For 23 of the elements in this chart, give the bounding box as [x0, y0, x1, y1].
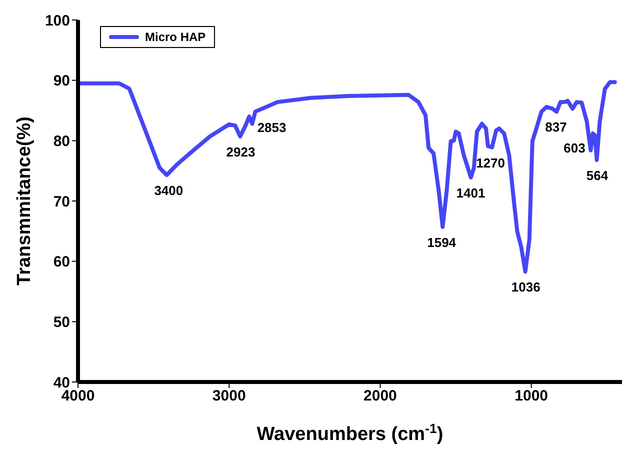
y-axis-title: Transmmitance(%) — [14, 116, 35, 286]
y-tick-label: 50 — [53, 314, 70, 331]
annotation: 837 — [545, 120, 567, 135]
y-tick-label: 70 — [53, 193, 70, 210]
annotation: 2923 — [226, 144, 256, 160]
annotation: 1036 — [511, 280, 540, 295]
annotation: 1270 — [476, 155, 505, 170]
annotation: 1401 — [456, 185, 486, 200]
y-tick-label: 100 — [44, 12, 70, 30]
x-axis-title: Wavenumbers (cm$^{-1}$) — [256, 420, 444, 445]
line-series — [78, 80, 617, 274]
y-tick-label: 90 — [53, 72, 70, 90]
legend-label: Micro HAP — [145, 30, 206, 44]
annotation: 564 — [586, 168, 609, 183]
x-tick-label: 2000 — [364, 388, 397, 405]
annotation: 3400 — [154, 183, 184, 198]
annotation: 1594 — [427, 234, 457, 250]
annotation: 2853 — [257, 120, 286, 135]
y-tick-label: 80 — [53, 132, 70, 150]
annotation: 603 — [564, 140, 586, 156]
x-tick-label: 1000 — [514, 388, 548, 405]
y-tick-label: 60 — [53, 254, 70, 271]
x-tick-label: 3000 — [212, 388, 246, 405]
